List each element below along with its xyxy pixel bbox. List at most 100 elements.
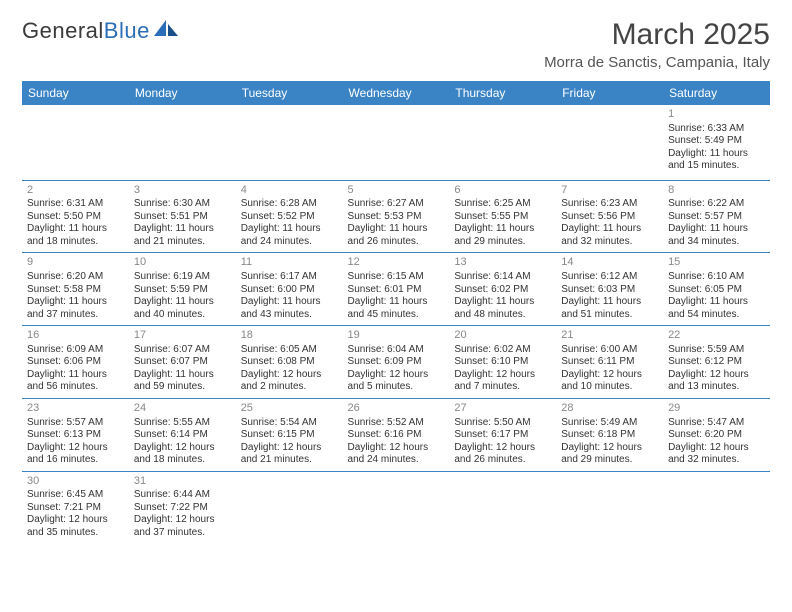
daylight-line: Daylight: 12 hours and 10 minutes. — [561, 369, 658, 394]
calendar-cell: 13Sunrise: 6:14 AMSunset: 6:02 PMDayligh… — [449, 253, 556, 326]
daylight-line: Daylight: 11 hours and 59 minutes. — [134, 369, 231, 394]
calendar-cell: 14Sunrise: 6:12 AMSunset: 6:03 PMDayligh… — [556, 253, 663, 326]
daylight-line: Daylight: 11 hours and 54 minutes. — [668, 296, 765, 321]
sunset-line: Sunset: 6:20 PM — [668, 429, 765, 442]
daylight-line: Daylight: 12 hours and 2 minutes. — [241, 369, 338, 394]
calendar-cell — [129, 105, 236, 180]
calendar-cell: 18Sunrise: 6:05 AMSunset: 6:08 PMDayligh… — [236, 326, 343, 399]
day-number: 2 — [27, 184, 124, 198]
calendar-cell — [449, 471, 556, 543]
calendar-cell: 4Sunrise: 6:28 AMSunset: 5:52 PMDaylight… — [236, 180, 343, 253]
sunrise-line: Sunrise: 5:49 AM — [561, 417, 658, 430]
title-block: March 2025 Morra de Sanctis, Campania, I… — [544, 18, 770, 71]
daylight-line: Daylight: 12 hours and 18 minutes. — [134, 442, 231, 467]
sunrise-line: Sunrise: 6:09 AM — [27, 344, 124, 357]
calendar-cell — [556, 471, 663, 543]
sunset-line: Sunset: 6:07 PM — [134, 356, 231, 369]
header: GeneralBlue March 2025 Morra de Sanctis,… — [22, 18, 770, 71]
day-number: 28 — [561, 402, 658, 416]
sunrise-line: Sunrise: 5:52 AM — [348, 417, 445, 430]
daylight-line: Daylight: 12 hours and 16 minutes. — [27, 442, 124, 467]
sunset-line: Sunset: 6:14 PM — [134, 429, 231, 442]
weekday-header: Thursday — [449, 81, 556, 105]
daylight-line: Daylight: 11 hours and 34 minutes. — [668, 223, 765, 248]
weekday-header: Friday — [556, 81, 663, 105]
sunset-line: Sunset: 6:09 PM — [348, 356, 445, 369]
daylight-line: Daylight: 12 hours and 24 minutes. — [348, 442, 445, 467]
daylight-line: Daylight: 12 hours and 37 minutes. — [134, 514, 231, 539]
sunrise-line: Sunrise: 6:17 AM — [241, 271, 338, 284]
calendar-cell — [343, 105, 450, 180]
daylight-line: Daylight: 11 hours and 24 minutes. — [241, 223, 338, 248]
calendar-cell: 23Sunrise: 5:57 AMSunset: 6:13 PMDayligh… — [22, 398, 129, 471]
calendar-cell: 15Sunrise: 6:10 AMSunset: 6:05 PMDayligh… — [663, 253, 770, 326]
sunset-line: Sunset: 6:02 PM — [454, 284, 551, 297]
daylight-line: Daylight: 11 hours and 26 minutes. — [348, 223, 445, 248]
day-number: 21 — [561, 329, 658, 343]
sunrise-line: Sunrise: 6:20 AM — [27, 271, 124, 284]
daylight-line: Daylight: 12 hours and 13 minutes. — [668, 369, 765, 394]
day-number: 20 — [454, 329, 551, 343]
sunrise-line: Sunrise: 5:55 AM — [134, 417, 231, 430]
sunset-line: Sunset: 5:52 PM — [241, 211, 338, 224]
calendar-cell: 16Sunrise: 6:09 AMSunset: 6:06 PMDayligh… — [22, 326, 129, 399]
sunset-line: Sunset: 6:03 PM — [561, 284, 658, 297]
daylight-line: Daylight: 11 hours and 37 minutes. — [27, 296, 124, 321]
sunset-line: Sunset: 6:00 PM — [241, 284, 338, 297]
calendar-table: SundayMondayTuesdayWednesdayThursdayFrid… — [22, 81, 770, 543]
day-number: 14 — [561, 256, 658, 270]
logo-text-1: General — [22, 18, 104, 44]
sunset-line: Sunset: 6:12 PM — [668, 356, 765, 369]
day-number: 11 — [241, 256, 338, 270]
daylight-line: Daylight: 11 hours and 21 minutes. — [134, 223, 231, 248]
day-number: 1 — [668, 108, 765, 122]
day-number: 16 — [27, 329, 124, 343]
daylight-line: Daylight: 12 hours and 26 minutes. — [454, 442, 551, 467]
calendar-cell — [22, 105, 129, 180]
calendar-cell: 30Sunrise: 6:45 AMSunset: 7:21 PMDayligh… — [22, 471, 129, 543]
sunset-line: Sunset: 6:10 PM — [454, 356, 551, 369]
sunset-line: Sunset: 6:17 PM — [454, 429, 551, 442]
sunrise-line: Sunrise: 5:50 AM — [454, 417, 551, 430]
logo: GeneralBlue — [22, 18, 180, 44]
daylight-line: Daylight: 11 hours and 48 minutes. — [454, 296, 551, 321]
location-subtitle: Morra de Sanctis, Campania, Italy — [544, 54, 770, 71]
day-number: 8 — [668, 184, 765, 198]
calendar-week: 23Sunrise: 5:57 AMSunset: 6:13 PMDayligh… — [22, 398, 770, 471]
day-number: 15 — [668, 256, 765, 270]
sunrise-line: Sunrise: 6:27 AM — [348, 198, 445, 211]
sunset-line: Sunset: 7:21 PM — [27, 502, 124, 515]
day-number: 5 — [348, 184, 445, 198]
sunrise-line: Sunrise: 6:22 AM — [668, 198, 765, 211]
day-number: 7 — [561, 184, 658, 198]
calendar-cell: 24Sunrise: 5:55 AMSunset: 6:14 PMDayligh… — [129, 398, 236, 471]
calendar-cell: 3Sunrise: 6:30 AMSunset: 5:51 PMDaylight… — [129, 180, 236, 253]
calendar-cell: 26Sunrise: 5:52 AMSunset: 6:16 PMDayligh… — [343, 398, 450, 471]
sunrise-line: Sunrise: 6:02 AM — [454, 344, 551, 357]
sunset-line: Sunset: 5:58 PM — [27, 284, 124, 297]
sunset-line: Sunset: 5:57 PM — [668, 211, 765, 224]
day-number: 24 — [134, 402, 231, 416]
daylight-line: Daylight: 11 hours and 51 minutes. — [561, 296, 658, 321]
calendar-cell: 21Sunrise: 6:00 AMSunset: 6:11 PMDayligh… — [556, 326, 663, 399]
daylight-line: Daylight: 12 hours and 21 minutes. — [241, 442, 338, 467]
calendar-cell: 9Sunrise: 6:20 AMSunset: 5:58 PMDaylight… — [22, 253, 129, 326]
calendar-cell — [343, 471, 450, 543]
sunrise-line: Sunrise: 6:15 AM — [348, 271, 445, 284]
daylight-line: Daylight: 11 hours and 32 minutes. — [561, 223, 658, 248]
daylight-line: Daylight: 11 hours and 56 minutes. — [27, 369, 124, 394]
sunset-line: Sunset: 5:49 PM — [668, 135, 765, 148]
calendar-cell — [663, 471, 770, 543]
sunset-line: Sunset: 6:01 PM — [348, 284, 445, 297]
sunrise-line: Sunrise: 5:57 AM — [27, 417, 124, 430]
sunset-line: Sunset: 6:05 PM — [668, 284, 765, 297]
logo-sail-icon — [154, 18, 180, 44]
day-number: 17 — [134, 329, 231, 343]
calendar-cell — [236, 471, 343, 543]
calendar-cell: 7Sunrise: 6:23 AMSunset: 5:56 PMDaylight… — [556, 180, 663, 253]
calendar-week: 9Sunrise: 6:20 AMSunset: 5:58 PMDaylight… — [22, 253, 770, 326]
sunset-line: Sunset: 5:56 PM — [561, 211, 658, 224]
sunrise-line: Sunrise: 5:59 AM — [668, 344, 765, 357]
calendar-cell: 19Sunrise: 6:04 AMSunset: 6:09 PMDayligh… — [343, 326, 450, 399]
calendar-week: 16Sunrise: 6:09 AMSunset: 6:06 PMDayligh… — [22, 326, 770, 399]
